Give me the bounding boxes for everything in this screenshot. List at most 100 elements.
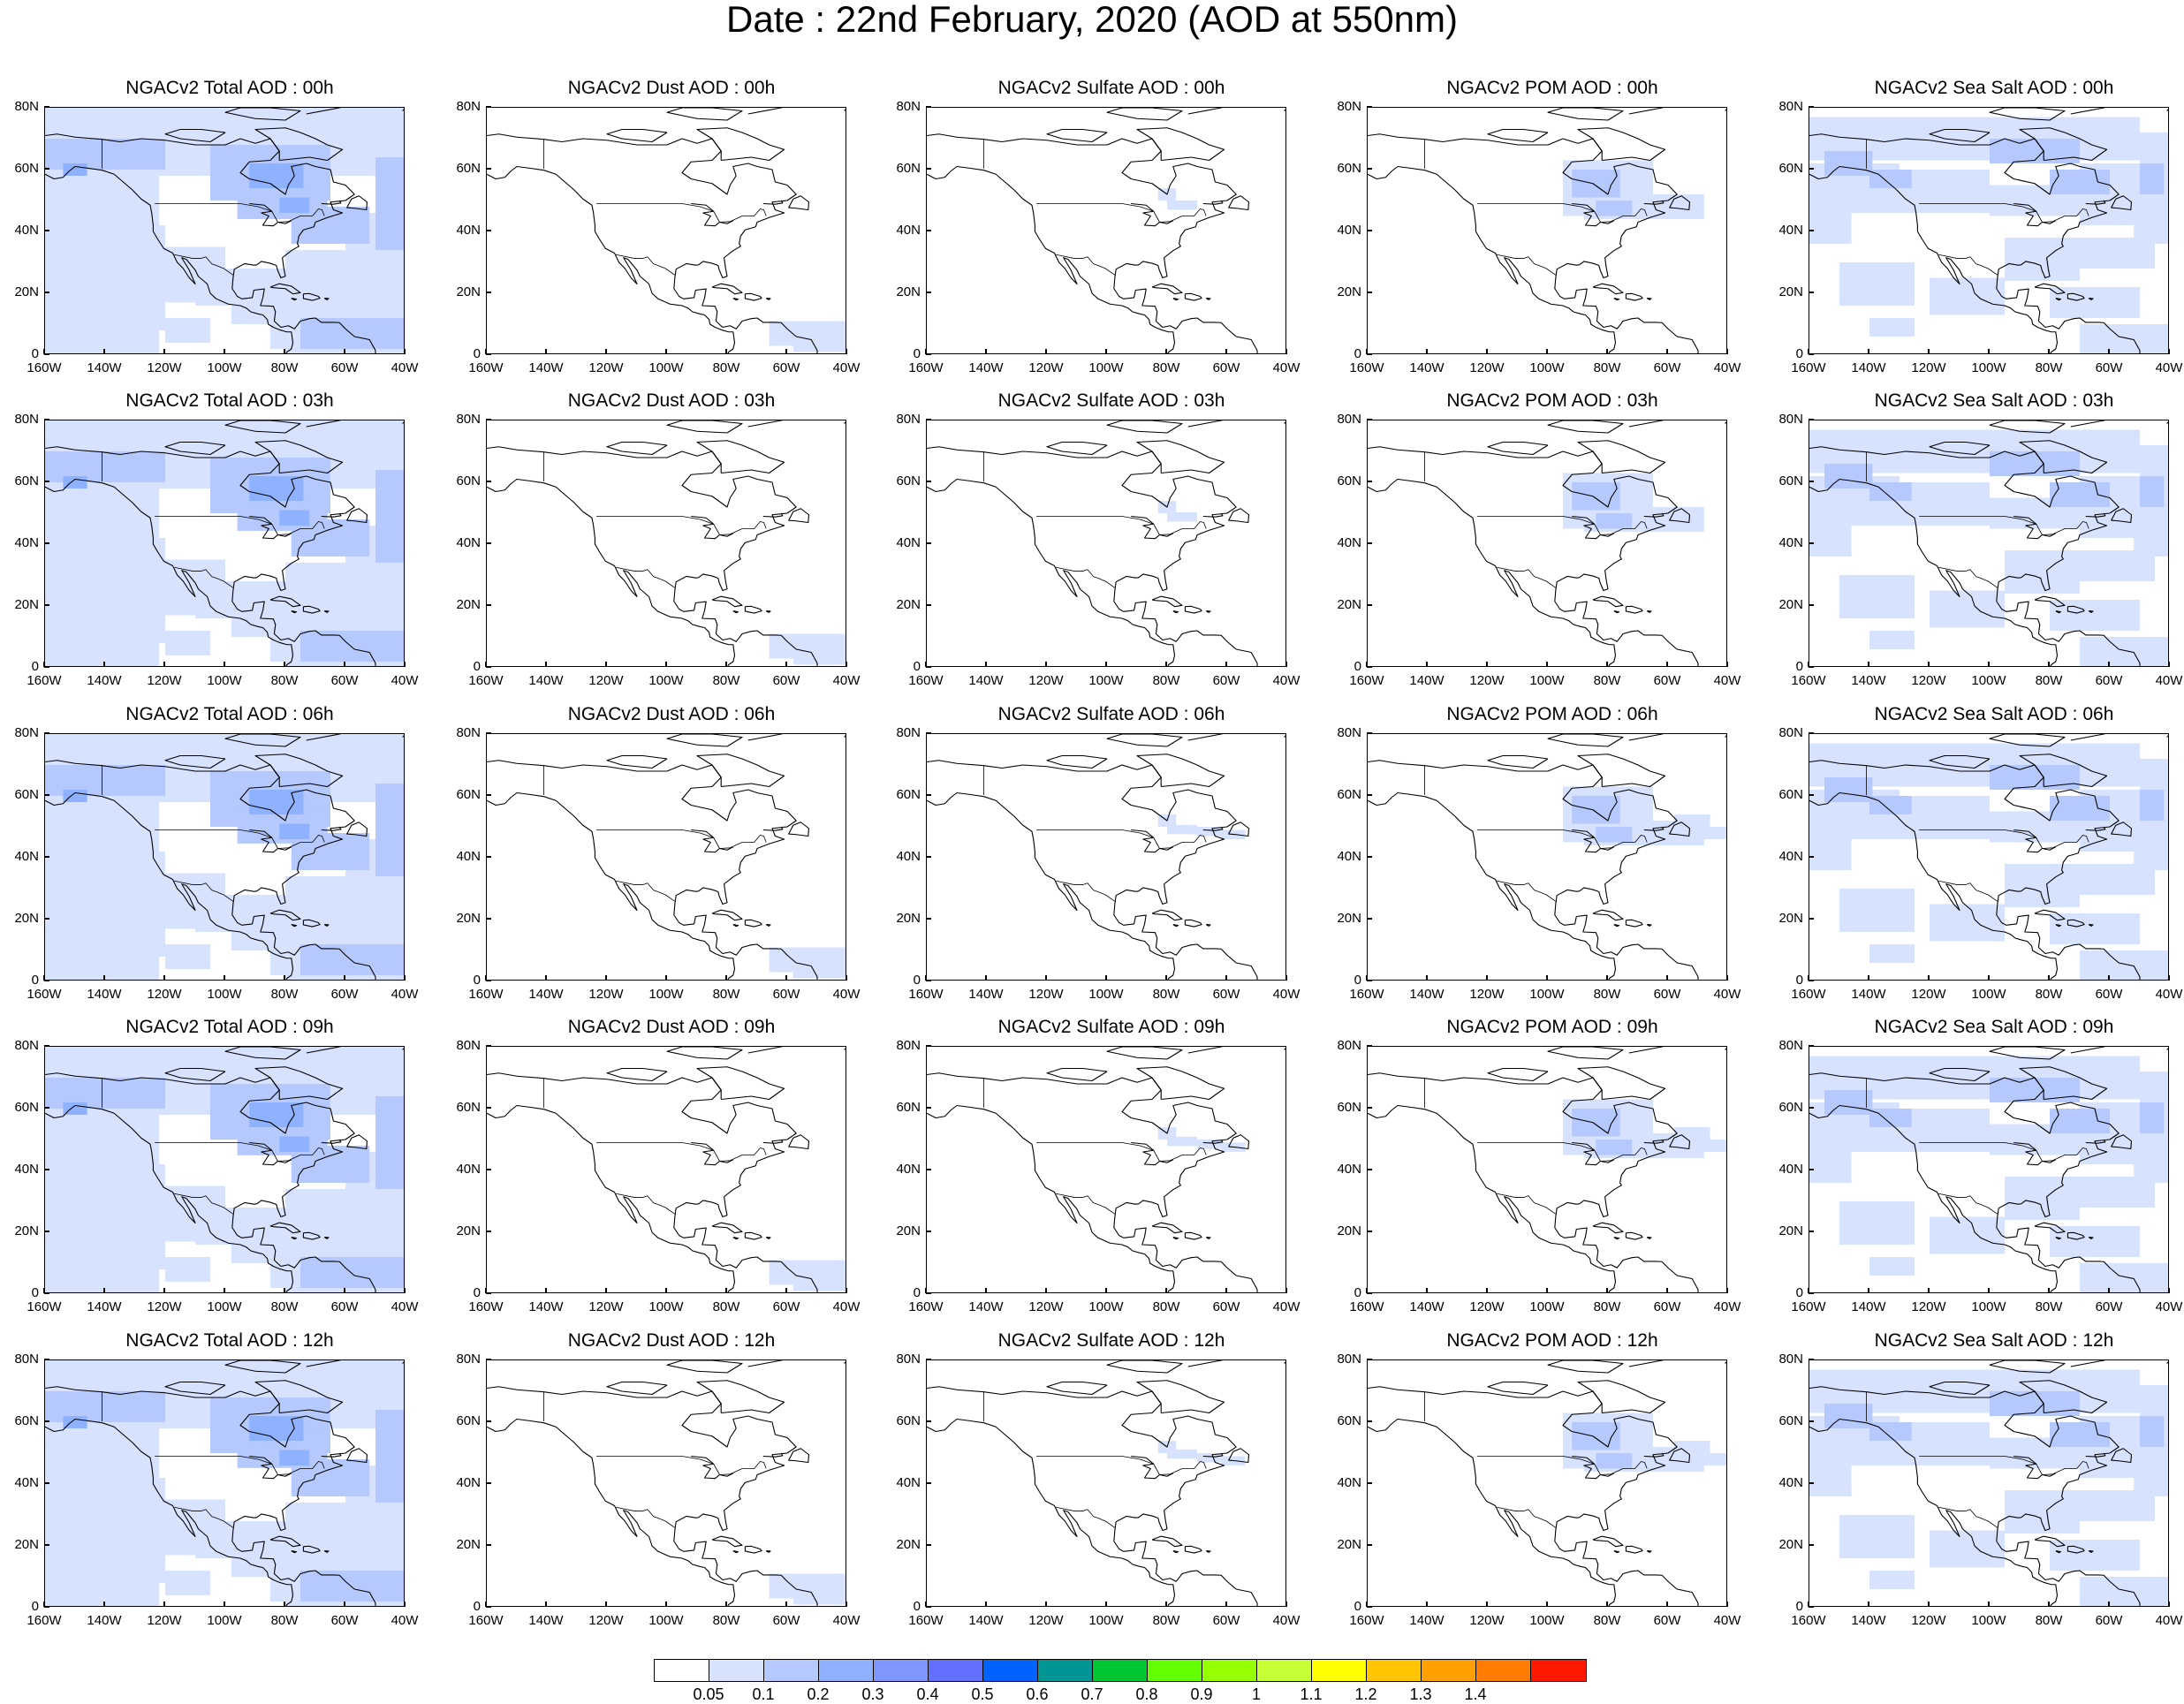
- lon-tick-label: 100W: [1529, 360, 1565, 375]
- aod-cell: [1167, 824, 1197, 835]
- lon-tick-mark: [284, 662, 285, 667]
- coastline: [927, 446, 1258, 666]
- lat-tick-label: 20N: [1778, 1223, 1803, 1238]
- aod-map: [1809, 108, 2168, 353]
- map-panel-seasalt-0: NGACv2 Sea Salt AOD : 00h 80N 60N 40N 20N 0 16…: [1764, 78, 2184, 378]
- lon-tick-label: 160W: [27, 1299, 62, 1314]
- lat-tick-label: 40N: [456, 1162, 481, 1177]
- lon-tick-mark: [284, 1602, 285, 1607]
- lat-tick-label: 60N: [1778, 1100, 1803, 1115]
- coastline: [1136, 754, 1225, 788]
- lat-tick-label: 20N: [1778, 284, 1803, 299]
- lon-tick-mark: [1285, 662, 1287, 667]
- coastline: [2070, 420, 2168, 428]
- lat-tick-mark: [486, 1606, 491, 1608]
- country-border: [1919, 1142, 2089, 1162]
- lon-tick-label: 60W: [1212, 673, 1240, 688]
- coastline: [487, 133, 818, 353]
- colorbar-swatch: [1367, 1660, 1422, 1681]
- lon-tick-label: 140W: [1409, 987, 1445, 1002]
- lon-tick-label: 140W: [528, 1299, 564, 1314]
- coastline: [2070, 734, 2168, 741]
- coastline: [45, 1386, 376, 1606]
- map-panel-sulfate-2: NGACv2 Sulfate AOD : 06h 80N 60N 40N 20N 0 160…: [882, 704, 1341, 1004]
- coastline: [2019, 440, 2108, 474]
- lon-tick-label: 40W: [1272, 673, 1301, 688]
- coastline: [254, 440, 344, 474]
- coastline: [1202, 512, 1224, 518]
- lon-tick-mark: [2168, 1288, 2170, 1293]
- lon-tick-label: 140W: [1851, 1613, 1886, 1628]
- coastline: [744, 1545, 762, 1554]
- coastline: [1628, 1360, 1726, 1367]
- lon-tick-mark: [1105, 1602, 1107, 1607]
- lon-tick-label: 140W: [968, 360, 1004, 375]
- lat-tick-mark: [486, 1359, 491, 1360]
- lon-tick-mark: [1808, 349, 1809, 354]
- country-border: [1497, 566, 1557, 588]
- lat-tick-mark: [1809, 1107, 1814, 1109]
- lon-tick-mark: [344, 975, 345, 981]
- aod-map: [45, 108, 404, 353]
- aod-cell: [792, 959, 846, 979]
- aod-cell: [1638, 1140, 1680, 1155]
- lon-tick-mark: [846, 1602, 847, 1607]
- lat-tick-label: 0: [1795, 659, 1803, 674]
- lon-tick-label: 60W: [772, 1299, 800, 1314]
- coastline: [765, 924, 771, 927]
- coastline: [1184, 292, 1202, 301]
- colorbar-label: 0.8: [1135, 1685, 1158, 1703]
- lon-tick-mark: [1606, 975, 1608, 981]
- colorbar-swatch: [819, 1660, 874, 1681]
- lon-tick-label: 40W: [391, 1613, 419, 1628]
- lat-tick-label: 80N: [1337, 412, 1361, 427]
- lon-tick-mark: [1666, 975, 1668, 981]
- lon-tick-mark: [1726, 1602, 1728, 1607]
- lon-tick-label: 60W: [2095, 1299, 2123, 1314]
- lon-tick-mark: [1868, 975, 1869, 981]
- coastline: [2070, 108, 2168, 115]
- coastline: [487, 478, 736, 666]
- coastline: [302, 1231, 321, 1240]
- lon-tick-label: 80W: [270, 360, 299, 375]
- coastline: [1184, 919, 1202, 928]
- aod-cell: [279, 197, 310, 213]
- coastline: [1368, 133, 1699, 353]
- aod-cell: [2134, 1158, 2168, 1183]
- lon-tick-mark: [404, 662, 406, 667]
- coastline: [1646, 924, 1652, 927]
- coastline: [1989, 1047, 2066, 1060]
- lon-tick-label: 160W: [1349, 1613, 1384, 1628]
- lat-tick-label: 0: [473, 659, 481, 674]
- coastline: [1809, 133, 2141, 353]
- coastline: [1809, 1418, 2059, 1606]
- coastline: [2055, 298, 2062, 301]
- lon-tick-label: 140W: [1851, 987, 1886, 1002]
- coastline: [323, 924, 330, 927]
- country-border: [155, 516, 325, 535]
- lat-tick-mark: [926, 481, 931, 482]
- coastline: [1205, 1237, 1211, 1239]
- lon-tick-mark: [1426, 662, 1428, 667]
- coastline: [1184, 605, 1202, 614]
- lon-tick-label: 80W: [270, 1613, 299, 1628]
- lon-tick-label: 40W: [2155, 987, 2183, 1002]
- lon-tick-mark: [1546, 349, 1548, 354]
- lon-tick-label: 160W: [27, 360, 62, 375]
- coastline: [1669, 822, 1691, 837]
- colorbar-swatch: [983, 1660, 1038, 1681]
- lat-tick-label: 20N: [1337, 1537, 1361, 1552]
- lat-tick-label: 60N: [1337, 787, 1361, 802]
- aod-map: [487, 734, 846, 980]
- country-border: [1497, 880, 1557, 902]
- lon-tick-label: 120W: [1911, 360, 1946, 375]
- aod-cell: [2080, 1577, 2168, 1606]
- lon-tick-mark: [163, 349, 165, 354]
- aod-cell: [2140, 790, 2165, 821]
- lon-tick-mark: [545, 662, 547, 667]
- coastline: [323, 298, 330, 300]
- aod-cell: [279, 823, 310, 839]
- lat-tick-mark: [926, 1359, 931, 1360]
- coastline: [1989, 734, 2066, 747]
